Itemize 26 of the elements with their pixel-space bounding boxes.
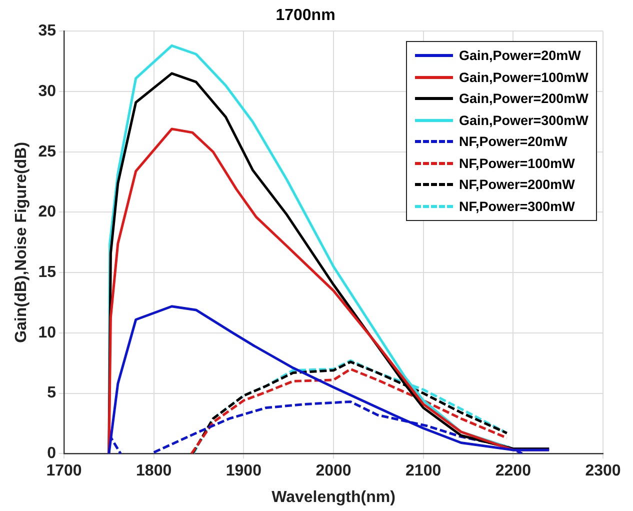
legend-label: Gain,Power=300mW bbox=[459, 112, 588, 128]
x-tick-label: 1900 bbox=[226, 462, 262, 480]
legend-label: Gain,Power=100mW bbox=[459, 70, 588, 85]
x-tick-label: 2100 bbox=[406, 462, 442, 480]
legend-label: NF,Power=100mW bbox=[459, 156, 575, 171]
y-axis-title: Gain(dB),Noise Figure(dB) bbox=[13, 142, 30, 343]
x-tick-label: 2000 bbox=[316, 462, 352, 480]
chart-title: 1700nm bbox=[276, 7, 336, 24]
legend-label: NF,Power=20mW bbox=[459, 134, 568, 150]
legend-label: Gain,Power=20mW bbox=[459, 48, 581, 64]
y-tick-label: 15 bbox=[38, 264, 56, 281]
y-tick-label: 20 bbox=[38, 204, 56, 221]
x-tick-label: 1800 bbox=[136, 462, 172, 480]
x-tick-label: 2200 bbox=[495, 462, 532, 480]
legend-label: NF,Power=200mW bbox=[459, 177, 575, 192]
y-tick-label: 25 bbox=[38, 143, 56, 160]
x-tick-label: 1700 bbox=[46, 462, 82, 480]
x-axis-title: Wavelength(nm) bbox=[272, 488, 396, 506]
x-tick-label: 2300 bbox=[585, 462, 621, 480]
y-tick-label: 30 bbox=[38, 82, 56, 100]
y-tick-label: 10 bbox=[38, 324, 56, 342]
legend-label: NF,Power=300mW bbox=[459, 198, 575, 214]
y-tick-label: 35 bbox=[38, 22, 56, 40]
y-tick-label: 0 bbox=[47, 445, 56, 462]
legend-label: Gain,Power=200mW bbox=[459, 91, 588, 106]
y-tick-label: 5 bbox=[47, 384, 56, 402]
